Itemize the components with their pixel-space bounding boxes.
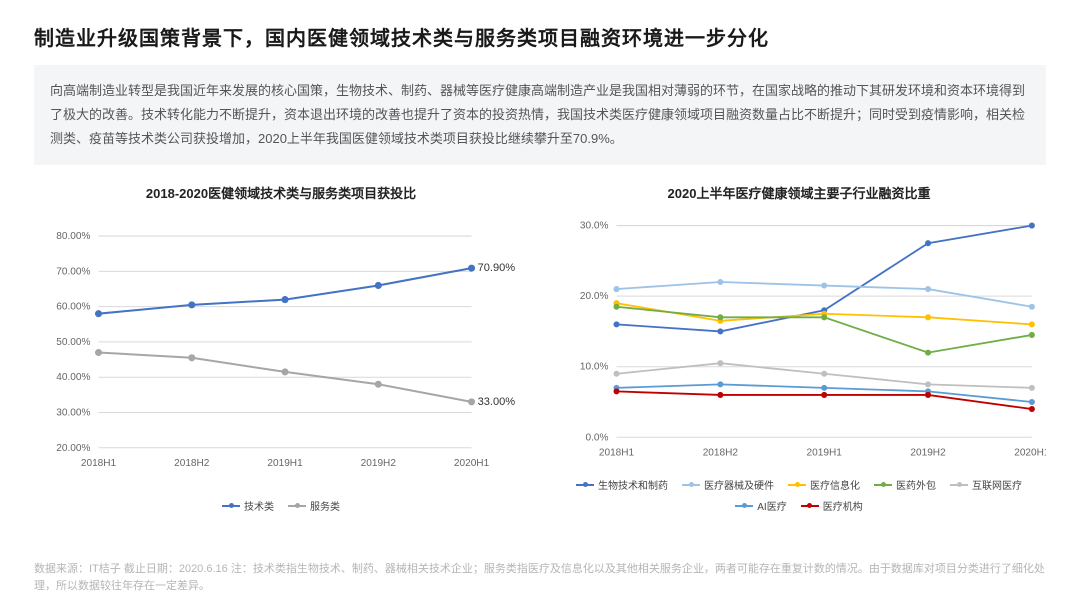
legend-item: 医药外包 <box>874 477 936 492</box>
svg-text:50.00%: 50.00% <box>56 337 90 348</box>
svg-text:30.0%: 30.0% <box>580 221 609 232</box>
svg-text:80.00%: 80.00% <box>56 231 90 242</box>
svg-text:2018H2: 2018H2 <box>703 448 739 459</box>
svg-text:2020H1: 2020H1 <box>454 458 490 469</box>
chart-right-title: 2020上半年医疗健康领域主要子行业融资比重 <box>668 183 931 202</box>
legend-item: 医疗器械及硬件 <box>682 477 774 492</box>
legend-item: 生物技术和制药 <box>576 477 668 492</box>
svg-text:33.00%: 33.00% <box>478 396 516 408</box>
chart-right-legend: 生物技术和制药医疗器械及硬件医疗信息化医药外包互联网医疗 AI医疗医疗机构 <box>552 477 1046 513</box>
slide: 制造业升级国策背景下，国内医健领域技术类与服务类项目融资环境进一步分化 向高端制… <box>0 0 1080 608</box>
chart-left-title: 2018-2020医健领域技术类与服务类项目获投比 <box>146 183 416 202</box>
chart-right-plot: 0.0% 10.0% 20.0% 30.0% 2018H1 2018H2 2019H1 201… <box>552 210 1046 473</box>
svg-text:70.90%: 70.90% <box>478 262 516 274</box>
page-title: 制造业升级国策背景下，国内医健领域技术类与服务类项目融资环境进一步分化 <box>34 22 1046 51</box>
svg-text:30.00%: 30.00% <box>56 408 90 419</box>
svg-text:0.0%: 0.0% <box>585 432 608 443</box>
charts-row: 2018-2020医健领域技术类与服务类项目获投比 20.00% 30.00% 40… <box>34 183 1046 513</box>
svg-text:2019H1: 2019H1 <box>807 448 843 459</box>
legend-item: 技术类 <box>222 498 274 513</box>
chart-right: 2020上半年医疗健康领域主要子行业融资比重 0.0% 10.0% 20.0% 30.… <box>552 183 1046 513</box>
svg-text:20.00%: 20.00% <box>56 443 90 454</box>
svg-text:40.00%: 40.00% <box>56 372 90 383</box>
description-box: 向高端制造业转型是我国近年来发展的核心国策，生物技术、制药、器械等医疗健康高端制… <box>34 65 1046 165</box>
svg-text:2020H1: 2020H1 <box>1014 448 1046 459</box>
svg-text:2019H2: 2019H2 <box>910 448 946 459</box>
svg-text:2018H1: 2018H1 <box>81 458 117 469</box>
legend-item: AI医疗 <box>735 498 786 513</box>
legend-item: 医疗机构 <box>801 498 863 513</box>
svg-text:2018H1: 2018H1 <box>599 448 635 459</box>
footnote: 数据来源：IT桔子 截止日期：2020.6.16 注：技术类指生物技术、制药、器… <box>34 561 1046 596</box>
legend-item: 医疗信息化 <box>788 477 860 492</box>
chart-left-plot: 20.00% 30.00% 40.00% 50.00% 60.00% 70.00% 80.0… <box>34 210 528 494</box>
svg-text:10.0%: 10.0% <box>580 362 609 373</box>
legend-item: 互联网医疗 <box>950 477 1022 492</box>
svg-text:70.00%: 70.00% <box>56 267 90 278</box>
chart-left: 2018-2020医健领域技术类与服务类项目获投比 20.00% 30.00% 40… <box>34 183 528 513</box>
description-text: 向高端制造业转型是我国近年来发展的核心国策，生物技术、制药、器械等医疗健康高端制… <box>50 83 1025 146</box>
chart-left-legend: 技术类服务类 <box>222 498 340 513</box>
svg-text:60.00%: 60.00% <box>56 302 90 313</box>
svg-text:2018H2: 2018H2 <box>174 458 210 469</box>
svg-text:20.0%: 20.0% <box>580 291 609 302</box>
svg-text:2019H2: 2019H2 <box>361 458 397 469</box>
legend-item: 服务类 <box>288 498 340 513</box>
svg-text:2019H1: 2019H1 <box>267 458 303 469</box>
